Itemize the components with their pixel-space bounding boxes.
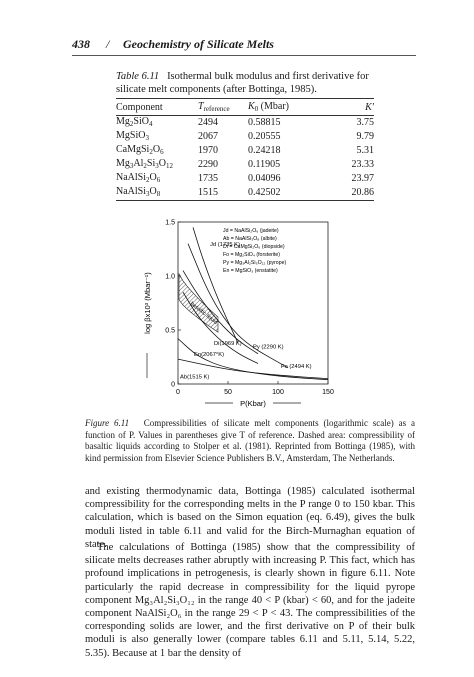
legend-entry: Di = CaMgSi₂O₆ (diopside)	[223, 244, 285, 250]
cell-temperature: 1735	[198, 173, 218, 184]
table-caption: Table 6.11 Isothermal bulk modulus and f…	[116, 70, 376, 96]
table-row: Mg2SiO4 2494 0.58815 3.75	[116, 116, 374, 131]
y-tick-label: 0	[171, 382, 175, 389]
cell-bulk-modulus: 0.42502	[248, 186, 326, 201]
table-caption-text: Isothermal bulk modulus and first deriva…	[116, 71, 369, 95]
y-tick-label: 1.0	[165, 274, 175, 281]
series-line	[182, 291, 259, 364]
table-header-row: Component Treference K0 (Mbar) K′	[116, 98, 374, 116]
body-paragraph: and existing thermodynamic data, Botting…	[85, 486, 415, 550]
legend-entry: En = MgSiO₃ (enstatite)	[223, 268, 278, 274]
x-tick-label: 50	[224, 389, 232, 396]
y-axis-label: log βx10³ (Mbar⁻¹)	[143, 272, 152, 334]
table-row: NaAlSi2O6 1735 0.04096 23.97	[116, 172, 374, 186]
column-header-temperature: Treference	[198, 98, 248, 116]
cell-component: NaAlSi3O8	[116, 186, 198, 201]
x-tick-label: 100	[272, 389, 284, 396]
cell-component: CaMgSi2O6	[116, 144, 164, 156]
cell-derivative: 3.75	[356, 117, 375, 128]
series-line	[182, 270, 259, 355]
page-number: 438	[72, 37, 90, 51]
table-row: MgSiO3 2067 0.20555 9.79	[116, 130, 374, 144]
plot-frame	[177, 221, 329, 385]
cell-bulk-modulus: 0.20555	[248, 131, 281, 142]
table-row: CaMgSi2O6 1970 0.24218 5.31	[116, 144, 374, 158]
running-header: 438 / Geochemistry of Silicate Melts	[72, 37, 412, 53]
cell-temperature: 2494	[198, 117, 218, 128]
series-line	[177, 338, 329, 381]
column-header-component: Component	[116, 98, 198, 116]
header-rule	[72, 55, 416, 56]
data-table: Component Treference K0 (Mbar) K′ Mg2SiO…	[116, 98, 374, 201]
legend-entry: Jd = NaAlSi₂O₆ (jadeite)	[223, 228, 279, 234]
x-tick-label: 150	[322, 389, 334, 396]
running-title: Geochemistry of Silicate Melts	[123, 37, 274, 51]
table-label: Table 6.11	[116, 71, 160, 82]
y-tick-label: 1.5	[165, 220, 175, 227]
column-header-bulk-modulus: K0 (Mbar)	[248, 98, 326, 116]
series-line	[177, 358, 329, 379]
legend-entry: Py = Mg₃Al₂Si₃O₁₂ (pyrope)	[223, 260, 286, 266]
cell-temperature: 1515	[198, 186, 248, 201]
series-label: Jd (1735 K)	[210, 242, 240, 248]
cell-bulk-modulus: 0.24218	[248, 145, 281, 156]
table-row: NaAlSi3O8 1515 0.42502 20.86	[116, 186, 374, 201]
cell-bulk-modulus: 0.11905	[248, 159, 281, 170]
figure-label: Figure 6.11	[85, 418, 130, 428]
cell-component: MgSiO3	[116, 130, 149, 142]
cell-temperature: 2067	[198, 131, 218, 142]
series-label: Di(1969 K)	[214, 341, 242, 347]
cell-derivative: 23.97	[351, 173, 375, 184]
series-label: Ab(1515 K)	[180, 375, 209, 381]
cell-derivative: 23.33	[351, 159, 375, 170]
y-tick-label: 0.5	[165, 328, 175, 335]
table-row: Mg3Al2Si3O12 2290 0.11905 23.33	[116, 158, 374, 172]
cell-temperature: 2290	[198, 159, 218, 170]
legend-entry: Ab = NaAlSi₃O₈ (albite)	[223, 236, 277, 242]
cell-temperature: 1970	[198, 145, 218, 156]
cell-derivative: 5.31	[356, 145, 375, 156]
series-line	[187, 243, 289, 369]
cell-component: Mg3Al2Si3O12	[116, 158, 173, 170]
cell-bulk-modulus: 0.04096	[248, 173, 281, 184]
cell-derivative: 9.79	[356, 131, 375, 142]
basalt-band	[178, 272, 219, 333]
compressibility-chart: 0 50 100 150 0 0.5 1.0 1.5 P(Kbar) log βx10³ (Mba…	[143, 220, 334, 409]
x-tick-label: 0	[176, 389, 180, 396]
legend-entry: Fo = Mg₂SiO₄ (forsterite)	[223, 252, 280, 258]
cell-derivative: 20.86	[326, 186, 374, 201]
figure-caption-text: Compressibilities of silicate melt compo…	[85, 418, 415, 463]
x-axis-label: P(Kbar)	[240, 399, 266, 408]
cell-component: Mg2SiO4	[116, 116, 153, 128]
series-line	[192, 227, 239, 344]
series-label: En(2067°K)	[194, 352, 224, 358]
series-label: Py (2290 K)	[253, 344, 284, 350]
cell-bulk-modulus: 0.58815	[248, 117, 281, 128]
cell-component: NaAlSi2O6	[116, 172, 161, 184]
figure-caption: Figure 6.11 Compressibilities of silicat…	[85, 418, 415, 464]
header-separator: /	[106, 37, 110, 51]
body-paragraph: The calculations of Bottinga (1985) show…	[85, 542, 415, 659]
column-header-derivative: K′	[326, 98, 374, 116]
series-label: Fo (2494 K)	[281, 364, 312, 370]
